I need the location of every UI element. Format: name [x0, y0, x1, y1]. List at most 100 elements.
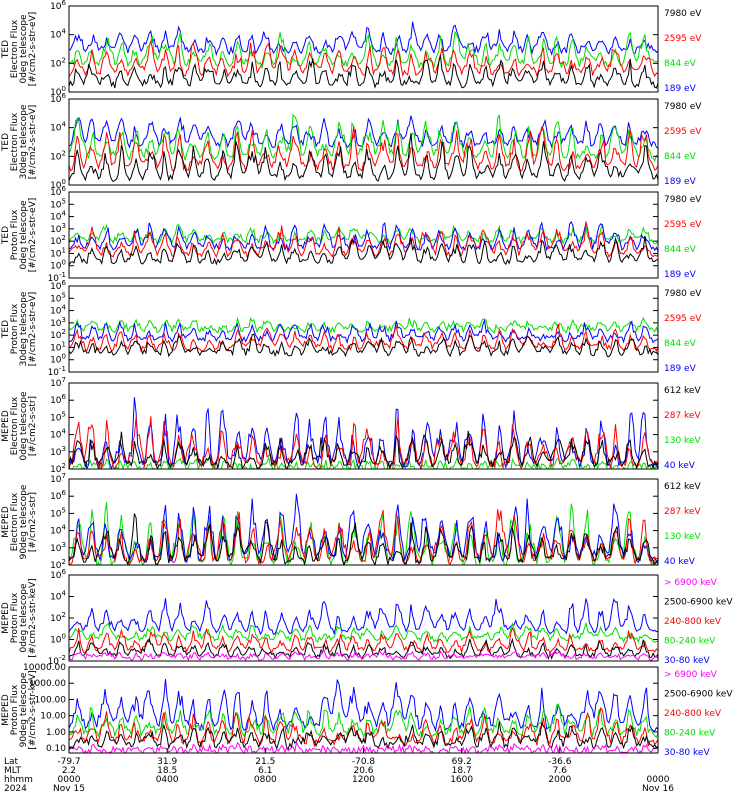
y-axis-label: Proton Flux: [10, 303, 20, 354]
y-axis-label: Electron Flux: [10, 19, 20, 78]
legend-entry: 189 eV: [664, 270, 697, 280]
panel-mep-e-90: 102 103 104 105 106 107 MEPED Electron Flux 90de…: [1, 472, 701, 571]
panel-mep-e-0: 102 103 104 105 106 107 MEPED Electron Flux 0deg…: [1, 376, 701, 475]
legend-entry: 189 eV: [664, 84, 697, 94]
legend-entry: 2595 eV: [664, 314, 702, 324]
y-axis-label: MEPED: [1, 506, 11, 538]
x-row-label: 2024: [4, 784, 27, 794]
y-axis-label: [#/cm2-s-str-eV]: [28, 12, 38, 87]
y-axis-label: [#/cm2-s-str-keV]: [28, 578, 38, 657]
x-tick-label: 2000: [548, 775, 571, 785]
legend-entry: 2595 eV: [664, 220, 702, 230]
series-group: [69, 493, 658, 565]
series-group: [69, 397, 658, 469]
y-tick-label: 0.10: [46, 744, 66, 754]
x-tick-label: 69.2: [452, 757, 472, 767]
y-axis-label: Electron Flux: [10, 396, 20, 455]
series-red: [69, 323, 658, 354]
y-tick-label: 102: [50, 462, 66, 475]
series-blue: [69, 397, 658, 469]
legend-entry: 7980 eV: [664, 102, 702, 112]
legend-entry: 80-240 keV: [664, 637, 716, 647]
y-tick-label: 104: [50, 28, 66, 41]
y-axis-label: [#/cm2-s-str]: [28, 492, 38, 552]
panel-mep-p-90: 0.10 1.00 10.00 100.00 1000.00 10000.00 MEPED P…: [1, 663, 733, 758]
y-tick-label: 104: [50, 428, 66, 441]
y-tick-label: 104: [50, 121, 66, 134]
y-axis-label: MEPED: [1, 602, 11, 634]
y-tick-label: 104: [50, 590, 66, 603]
series-green: [69, 455, 658, 469]
x-tick-label: 21.5: [255, 757, 275, 767]
series-blue: [69, 221, 658, 253]
y-tick-label: 102: [50, 558, 66, 571]
y-tick-label: 10-1: [48, 271, 66, 284]
panel-frame: [68, 5, 659, 93]
y-tick-label: 105: [50, 410, 66, 423]
y-tick-label: 102: [50, 234, 66, 247]
series-red: [69, 40, 658, 78]
y-axis-label: 0deg telescope: [19, 14, 29, 84]
series-red: [69, 416, 658, 469]
y-axis-label: [#/cm2-s-str-keV]: [28, 670, 38, 749]
y-tick-label: 106: [50, 568, 66, 581]
series-black: [69, 637, 658, 661]
y-tick-label: 100: [50, 633, 66, 646]
y-tick-label: 107: [50, 472, 66, 485]
legend-entry: 2500-6900 keV: [664, 598, 733, 608]
series-black: [69, 513, 658, 565]
y-tick-label: 107: [50, 376, 66, 389]
series-black: [69, 54, 658, 89]
y-tick-label: 105: [50, 197, 66, 210]
legend-entry: 30-80 keV: [664, 748, 710, 758]
y-tick-label: 105: [50, 506, 66, 519]
y-axis-label: Proton Flux: [10, 592, 20, 643]
series-group: [69, 221, 658, 266]
panel-ted-e-0: 100 102 104 106 TED Electron Flux 0deg telesco…: [1, 0, 702, 98]
y-tick-label: 100: [50, 353, 66, 366]
x-tick-label: 0000: [647, 775, 670, 785]
series-group: [69, 678, 658, 753]
y-axis-label: [#/cm2-s-str-eV]: [28, 105, 38, 180]
y-axis-label: Electron Flux: [10, 492, 20, 551]
y-tick-label: 10-2: [48, 654, 66, 667]
y-tick-label: 101: [50, 246, 66, 259]
y-tick-label: 103: [50, 445, 66, 458]
x-tick-label: 0400: [156, 775, 179, 785]
y-axis-label: TED: [1, 226, 11, 245]
y-axis-label: TED: [1, 40, 11, 59]
x-tick-label: 1200: [352, 775, 375, 785]
y-tick-label: 106: [50, 0, 66, 12]
legend-entry: 2500-6900 keV: [664, 690, 733, 700]
legend-entry: 240-800 keV: [664, 709, 722, 719]
panel-frame: [68, 382, 659, 470]
x-tick-label: 0800: [254, 775, 277, 785]
y-tick-label: 104: [50, 210, 66, 223]
series-black: [69, 430, 658, 469]
series-group: [69, 21, 658, 89]
y-axis-label: 0deg telescope: [19, 583, 29, 653]
legend-entry: 844 eV: [664, 152, 697, 162]
x-tick-label: Nov 16: [642, 784, 674, 794]
y-axis-label: MEPED: [1, 410, 11, 442]
legend-entry: 130 keV: [664, 532, 701, 542]
x-tick-label: 2.2: [62, 766, 76, 776]
y-tick-label: 102: [50, 328, 66, 341]
y-tick-label: 106: [50, 489, 66, 502]
panel-frame: [68, 478, 659, 566]
x-tick-label: 20.6: [353, 766, 373, 776]
legend-entry: 7980 eV: [664, 289, 702, 299]
y-axis-label: 30deg telescope: [19, 291, 29, 366]
y-axis-label: 30deg telescope: [19, 104, 29, 179]
y-tick-label: 103: [50, 541, 66, 554]
series-blue: [69, 21, 658, 57]
y-axis-label: 90deg telescope: [19, 672, 29, 747]
series-magenta: [69, 648, 658, 661]
series-red: [69, 626, 658, 654]
y-axis-label: Proton Flux: [10, 209, 20, 260]
legend-entry: 189 eV: [664, 364, 697, 374]
y-tick-label: 10.00: [40, 712, 66, 722]
